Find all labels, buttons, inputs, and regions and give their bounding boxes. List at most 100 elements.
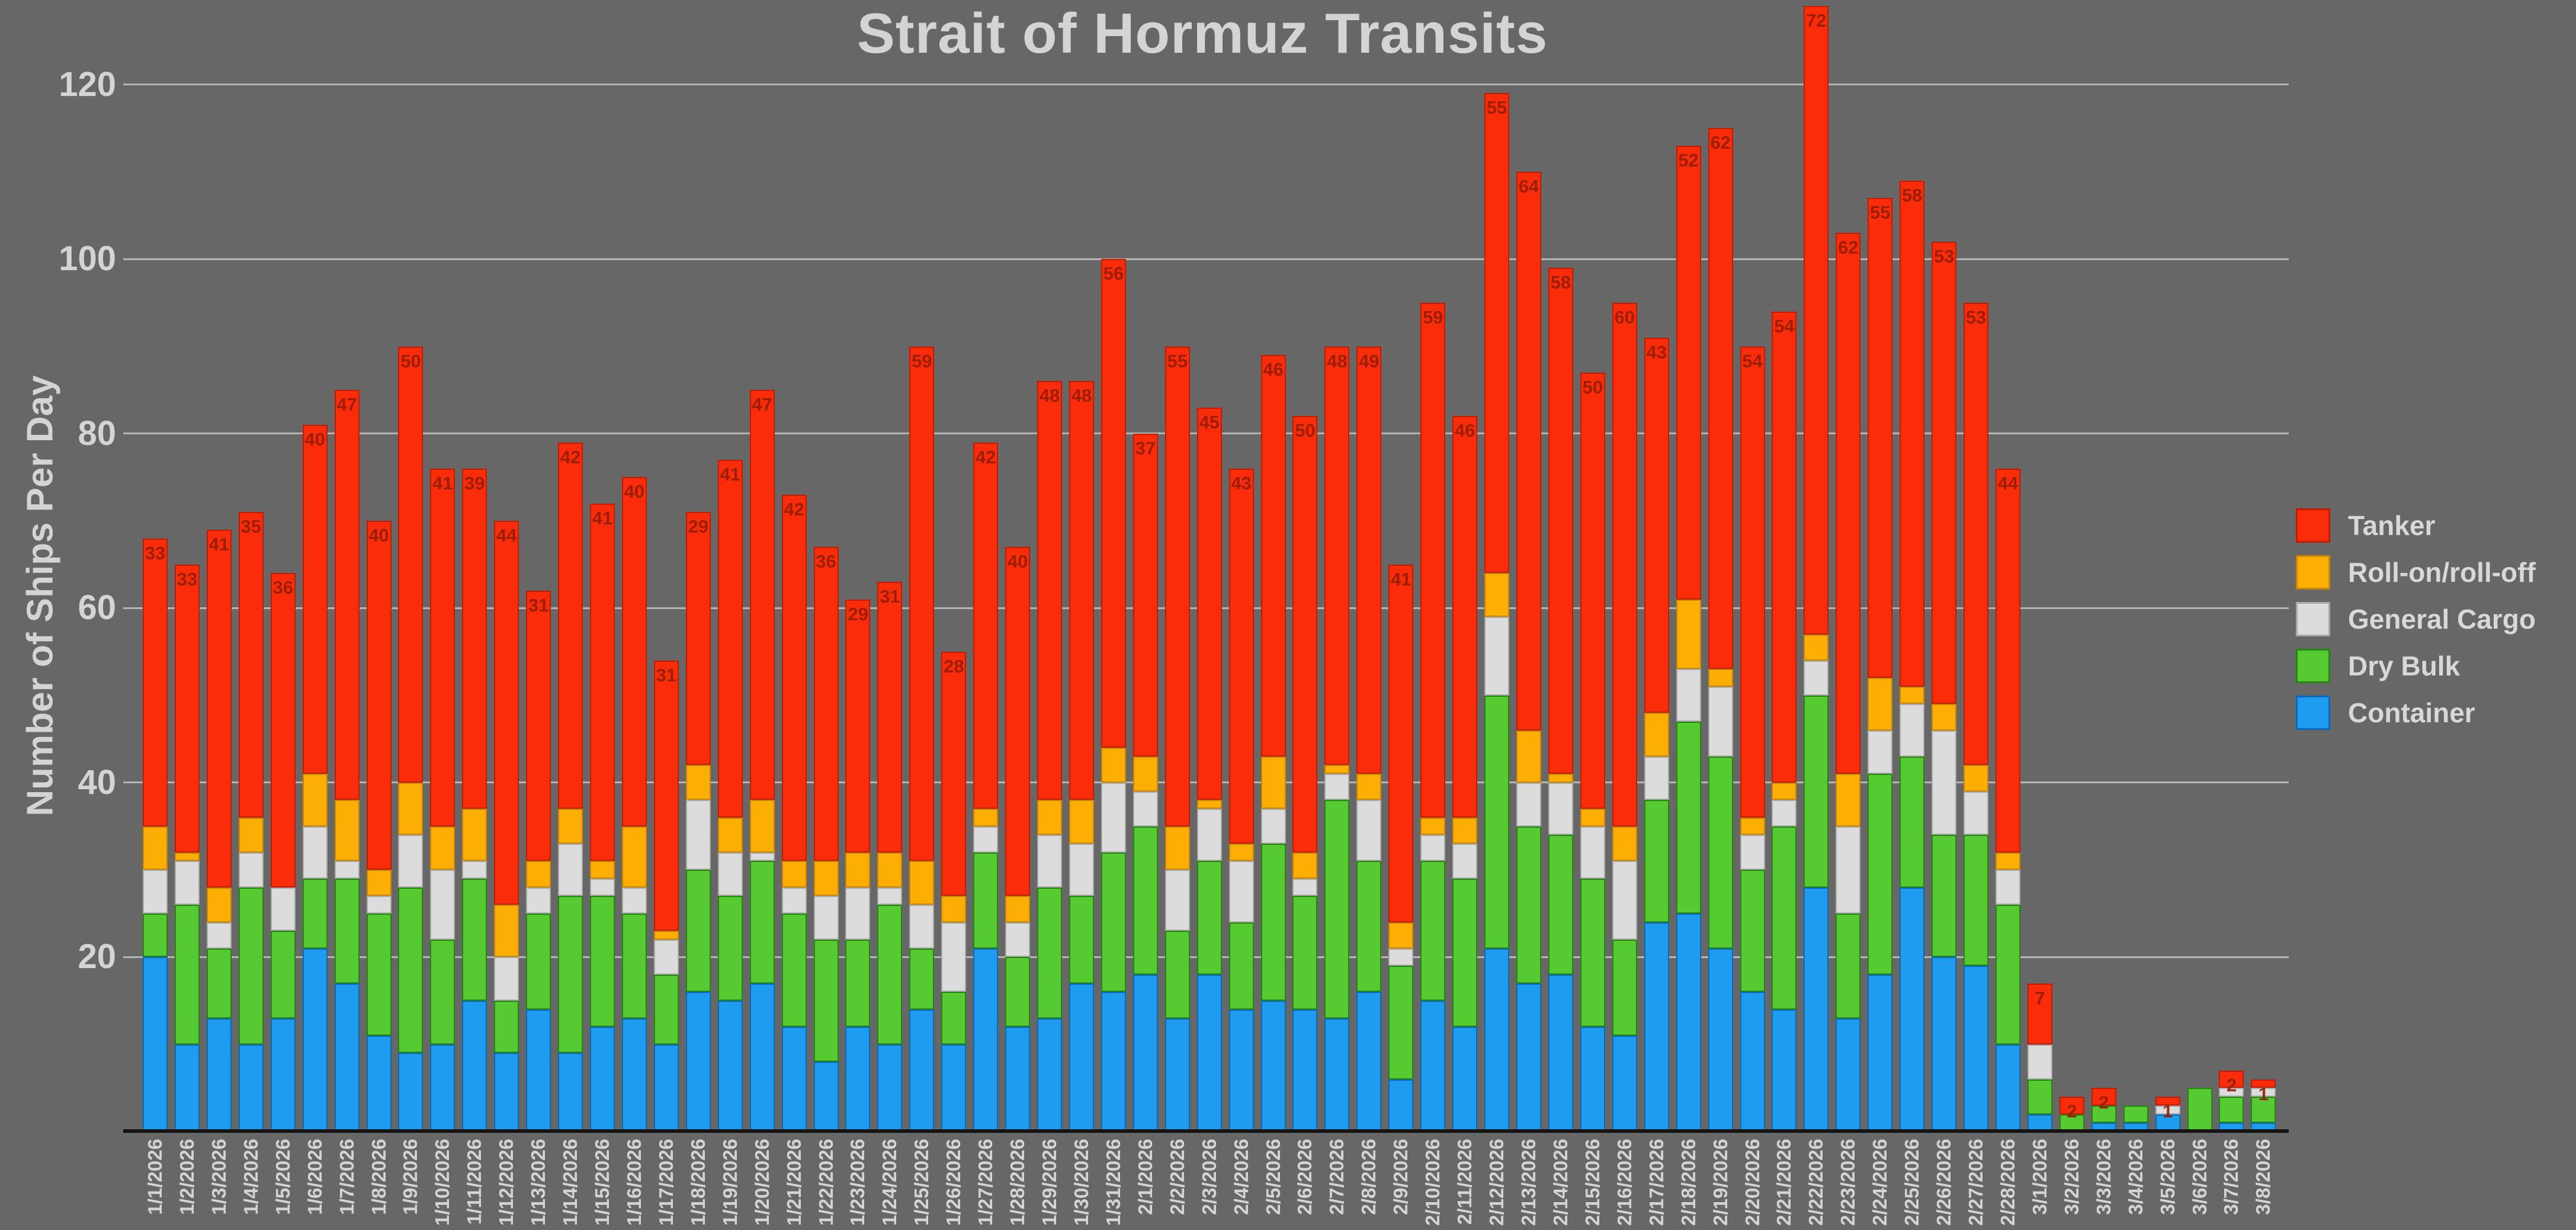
bar-segment-dry-bulk	[1516, 826, 1541, 984]
bar-segment-tanker	[1644, 337, 1669, 713]
bar-segment-dry-bulk	[558, 896, 583, 1053]
bar-segment-dry-bulk	[1964, 835, 1988, 966]
tanker-value-label: 59	[912, 350, 932, 371]
bar-segment-dry-bulk	[462, 878, 487, 1001]
bar-segment-container	[590, 1027, 615, 1132]
bar-segment-tanker	[1676, 145, 1701, 600]
x-tick-label: 2/13/2026	[1517, 1139, 1539, 1226]
bar-segment-roll-on-roll-off	[1484, 573, 1510, 617]
bar-segment-container	[1069, 983, 1094, 1132]
bar-segment-container	[685, 992, 711, 1132]
x-tick-label: 1/10/2026	[431, 1139, 454, 1226]
chart-title: Strait of Hormuz Transits	[856, 2, 1548, 65]
bar-segment-dry-bulk	[781, 913, 807, 1027]
bar-segment-roll-on-roll-off	[1676, 599, 1701, 670]
bar-segment-tanker	[590, 503, 615, 861]
bar-segment-dry-bulk	[1037, 887, 1063, 1018]
x-tick-label: 1/30/2026	[1070, 1139, 1092, 1226]
tanker-value-label: 45	[1199, 411, 1220, 433]
bar-segment-container	[973, 948, 999, 1132]
bar-segment-general-cargo	[941, 922, 967, 992]
bar-segment-dry-bulk	[1324, 800, 1350, 1018]
bar-segment-tanker	[781, 494, 807, 861]
x-tick-label: 1/21/2026	[782, 1139, 805, 1226]
bar-segment-container	[1580, 1027, 1605, 1132]
bar-segment-general-cargo	[781, 887, 807, 914]
bar-segment-tanker	[813, 547, 839, 861]
legend-swatch-tanker	[2296, 508, 2330, 543]
bar-segment-dry-bulk	[334, 878, 360, 984]
tanker-value-label: 58	[1901, 184, 1923, 206]
tanker-value-label: 50	[1582, 376, 1603, 398]
bar-segment-roll-on-roll-off	[1995, 852, 2020, 870]
legend-label: General Cargo	[2348, 604, 2536, 635]
bar-segment-general-cargo	[1772, 800, 1797, 827]
x-tick-label: 2/5/2026	[1262, 1139, 1284, 1215]
bar-segment-container	[1037, 1018, 1063, 1132]
x-tick-label: 1/1/2026	[144, 1139, 166, 1215]
x-tick-label: 3/3/2026	[2092, 1139, 2115, 1215]
bar-segment-dry-bulk	[973, 852, 999, 949]
bar-segment-tanker	[2059, 1097, 2084, 1114]
tanker-value-label: 44	[1997, 472, 2019, 494]
bar-segment-container	[366, 1036, 392, 1132]
bar-segment-dry-bulk	[717, 896, 743, 1001]
legend-label: Dry Bulk	[2348, 651, 2460, 681]
x-tick-label: 1/11/2026	[463, 1139, 486, 1225]
bar-segment-tanker	[685, 512, 711, 765]
bar-segment-container	[1452, 1027, 1478, 1132]
bar-segment-tanker	[302, 425, 328, 774]
bar-segment-general-cargo	[1005, 922, 1031, 957]
tanker-value-label: 48	[1039, 385, 1060, 406]
x-tick-label: 1/4/2026	[239, 1139, 262, 1215]
bar-segment-tanker	[1196, 407, 1222, 800]
bar-segment-tanker	[1708, 128, 1733, 670]
bar-segment-general-cargo	[1868, 730, 1893, 774]
bar-segment-roll-on-roll-off	[1165, 826, 1190, 870]
x-tick-label: 1/13/2026	[527, 1139, 550, 1226]
y-tick-label-120: 120	[59, 65, 116, 104]
bar-segment-dry-bulk	[877, 905, 903, 1045]
bar-segment-dry-bulk	[1420, 861, 1446, 1001]
bar-segment-roll-on-roll-off	[1356, 774, 1382, 800]
x-tick-label: 2/24/2026	[1869, 1139, 1891, 1226]
bar-segment-general-cargo	[2027, 1044, 2052, 1080]
x-tick-label: 1/12/2026	[495, 1139, 518, 1226]
bar-segment-dry-bulk	[398, 887, 424, 1053]
tanker-value-label: 46	[1263, 359, 1284, 380]
bar-segment-tanker	[1292, 416, 1318, 853]
tanker-value-label: 40	[368, 525, 389, 546]
tanker-value-label: 50	[1295, 420, 1316, 441]
tanker-value-label: 41	[592, 507, 613, 528]
bar-segment-general-cargo	[526, 887, 551, 914]
tanker-value-label: 7	[2035, 987, 2045, 1008]
x-tick-label: 2/22/2026	[1805, 1139, 1827, 1226]
bar-segment-general-cargo	[1165, 870, 1190, 931]
bar-segment-tanker	[462, 468, 487, 809]
bar-segment-general-cargo	[653, 940, 679, 975]
bar-segment-general-cargo	[334, 861, 360, 879]
bar-segment-general-cargo	[2155, 1105, 2180, 1114]
bar-segment-roll-on-roll-off	[1548, 774, 1573, 783]
bar-segment-dry-bulk	[2251, 1097, 2276, 1123]
tanker-value-label: 50	[400, 350, 421, 371]
bar-segment-tanker	[1452, 416, 1478, 818]
y-tick-label-60: 60	[78, 588, 116, 627]
bar-segment-tanker	[621, 477, 647, 827]
bar-segment-tanker	[1484, 93, 1510, 574]
x-tick-label: 1/2/2026	[175, 1139, 198, 1215]
bar-segment-tanker	[1836, 233, 1861, 774]
bar-segment-tanker	[2251, 1079, 2276, 1088]
bar-segment-container	[653, 1044, 679, 1132]
tanker-value-label: 53	[1933, 245, 1955, 267]
bar-segment-general-cargo	[1196, 809, 1222, 861]
bar-segment-tanker	[909, 346, 935, 861]
bar-segment-general-cargo	[1069, 844, 1094, 896]
x-tick-label: 2/23/2026	[1837, 1139, 1859, 1226]
bar-segment-roll-on-roll-off	[398, 782, 424, 835]
y-tick-label-80: 80	[78, 414, 116, 453]
bar-segment-roll-on-roll-off	[143, 826, 168, 870]
bar-segment-dry-bulk	[2219, 1097, 2244, 1123]
tanker-value-label: 56	[1103, 263, 1124, 284]
